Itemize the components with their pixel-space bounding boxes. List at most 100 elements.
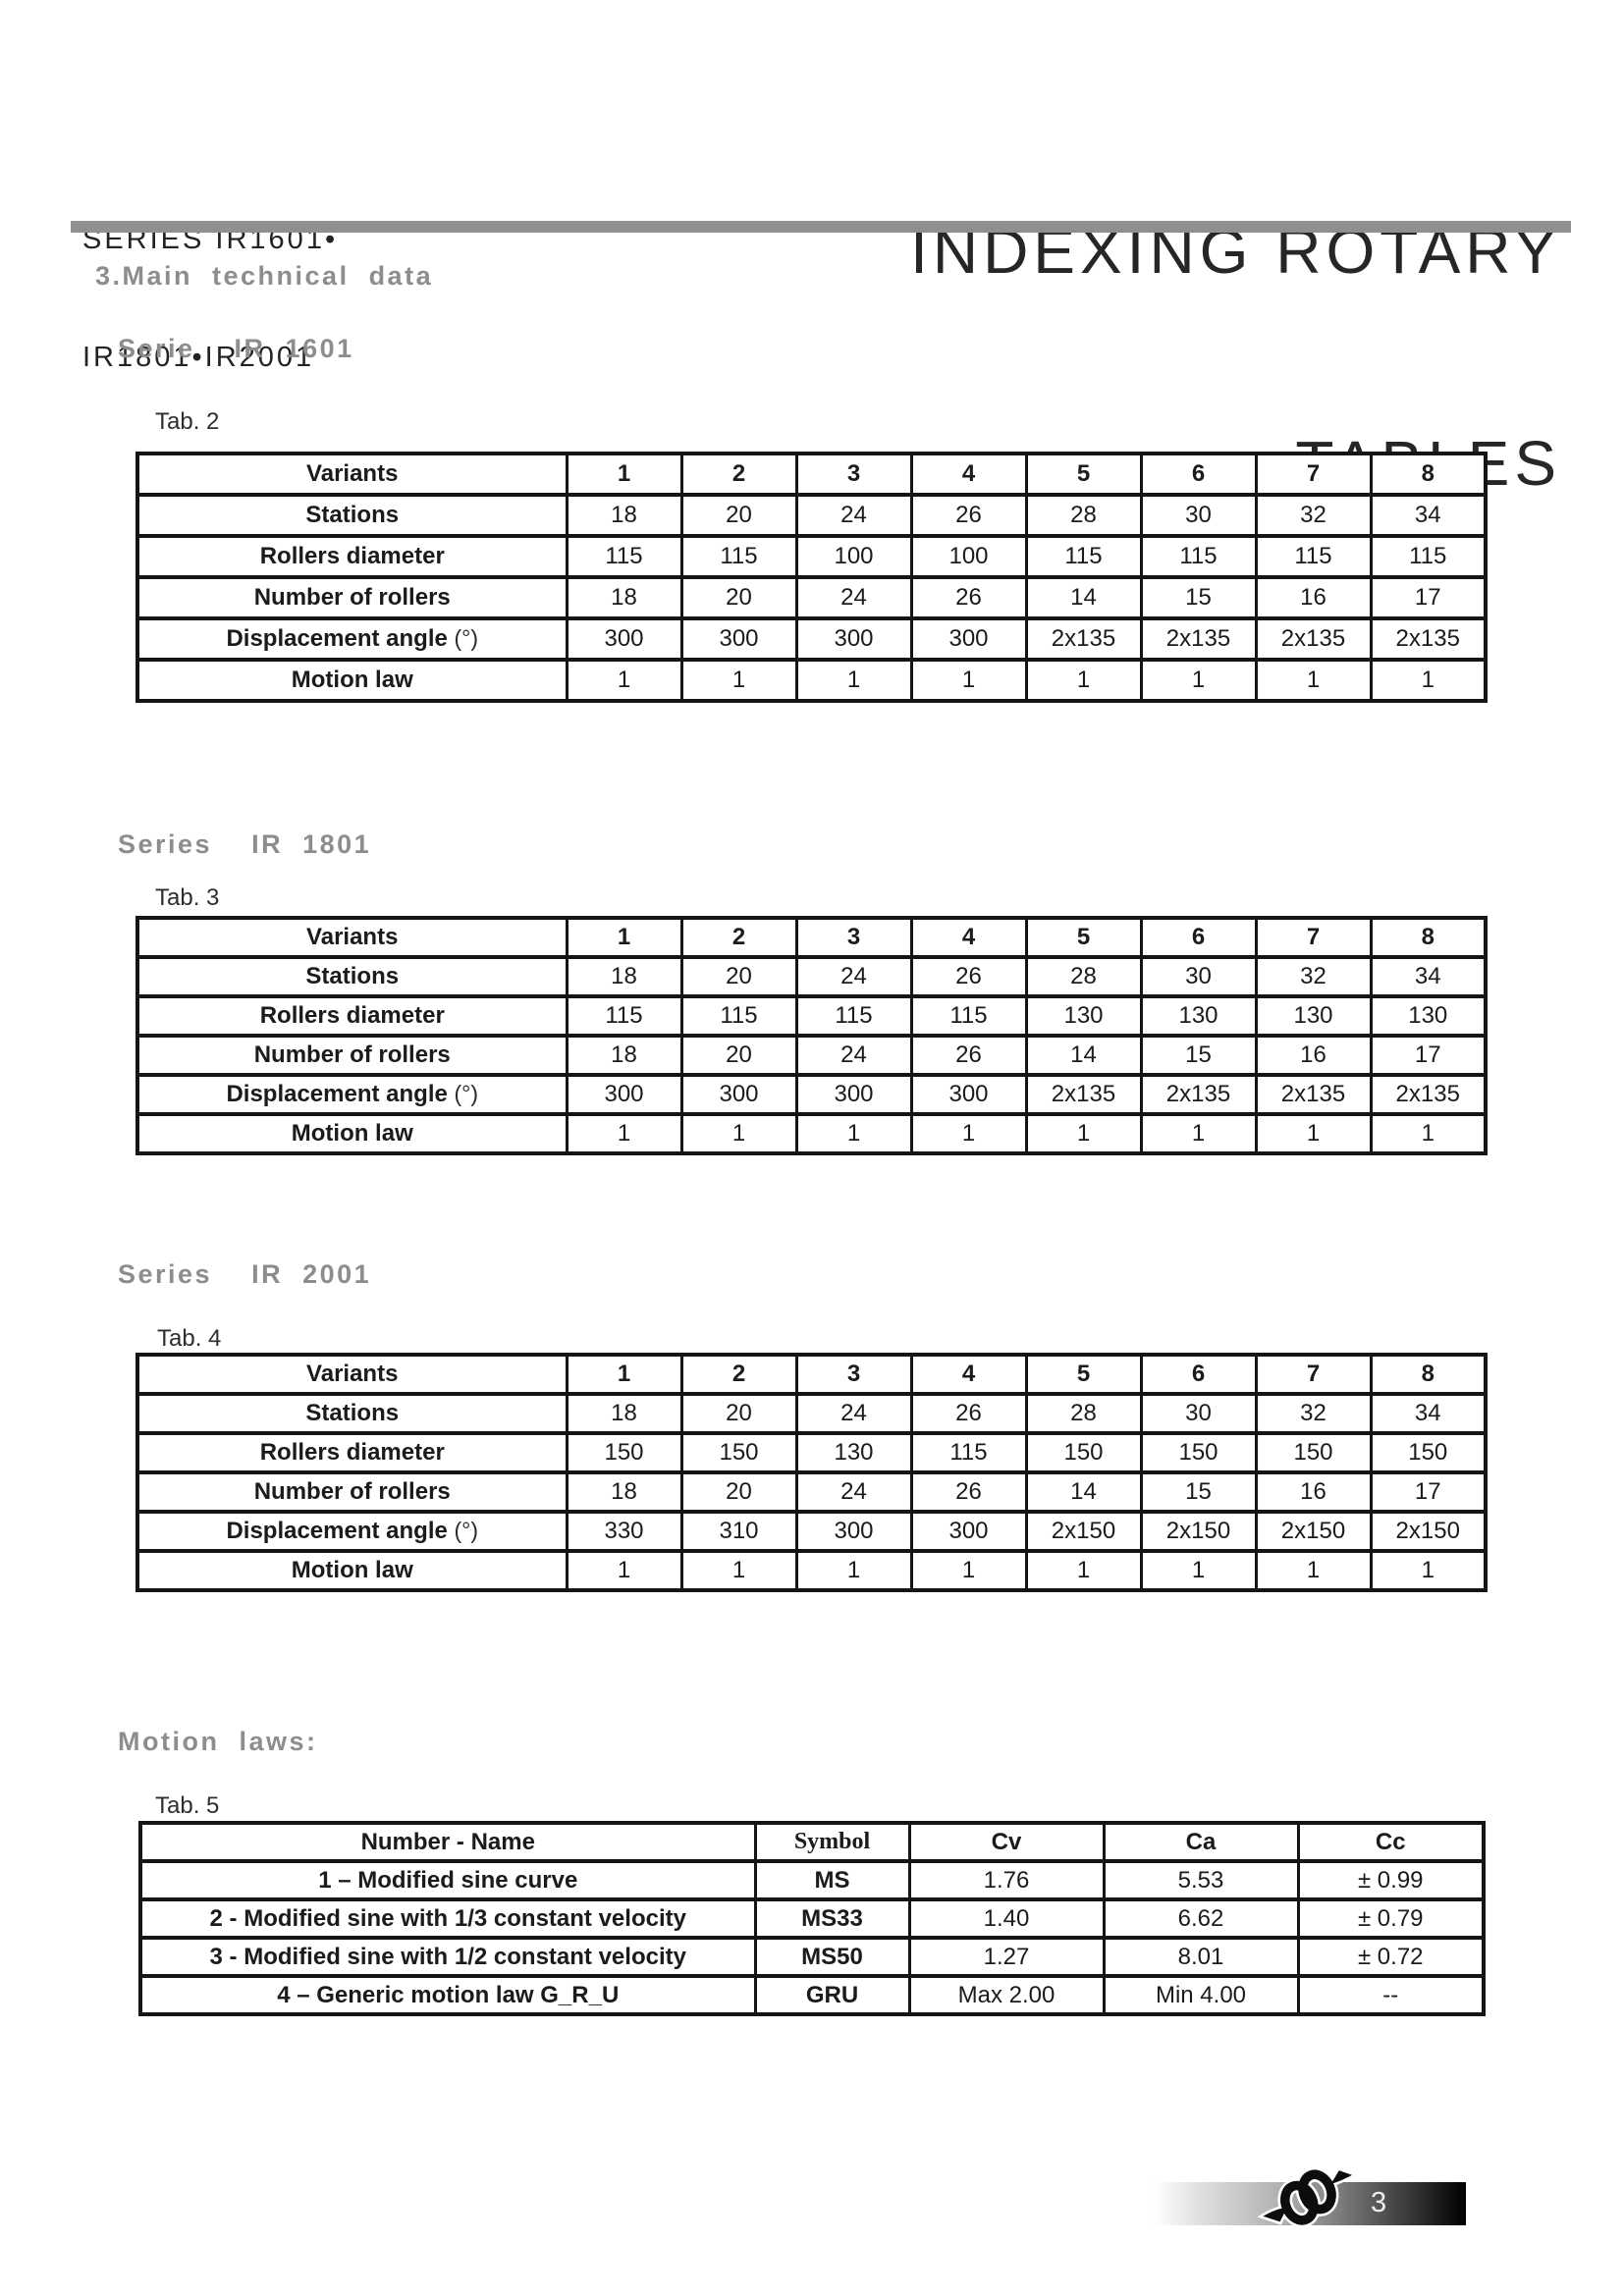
value-cell: 115 <box>679 534 798 579</box>
value-cell: 17 <box>1369 1034 1488 1077</box>
variant-column-header: 8 <box>1369 452 1488 497</box>
value-cell: 26 <box>909 1392 1028 1435</box>
table-row: Stations 18 20 24 26 28 30 32 34 <box>135 493 1488 538</box>
value-cell: 2x135 <box>1024 1073 1143 1116</box>
table-row: Stations 18 20 24 26 28 30 32 34 <box>135 1392 1488 1435</box>
value-cell: 300 <box>909 1073 1028 1116</box>
value-cell: 14 <box>1024 575 1143 620</box>
value-cell: 300 <box>794 1073 913 1116</box>
value-cell: 1 <box>1024 1549 1143 1592</box>
header-divider-bar <box>71 221 1571 233</box>
value-cell: 300 <box>794 1510 913 1553</box>
value-cell: 1 <box>1369 658 1488 703</box>
value-cell: 1 <box>1139 1112 1258 1155</box>
main-section-heading: 3.Main technical data <box>95 261 434 291</box>
motion-law-name: 1 – Modified sine curve <box>138 1859 757 1901</box>
value-cell: 15 <box>1139 575 1258 620</box>
variant-column-header: 1 <box>565 1353 683 1396</box>
value-cell: 24 <box>794 1470 913 1514</box>
value-cell: 18 <box>565 1392 683 1435</box>
value-cell: 32 <box>1254 1392 1373 1435</box>
value-cell: 2x150 <box>1369 1510 1488 1553</box>
variant-column-header: 6 <box>1139 452 1258 497</box>
value-cell: 150 <box>1139 1431 1258 1474</box>
row-label-variants: Variants <box>135 916 568 959</box>
value-cell: 2x135 <box>1139 1073 1258 1116</box>
value-cell: 1 <box>565 658 683 703</box>
value-cell: 24 <box>794 575 913 620</box>
col-header-cc: Cc <box>1296 1821 1486 1863</box>
value-cell: 115 <box>794 994 913 1038</box>
variant-column-header: 8 <box>1369 1353 1488 1396</box>
table-row: Displacement angle (°) 330 310 300 300 2x150 2… <box>135 1510 1488 1553</box>
value-cell: 1 <box>679 1112 798 1155</box>
motion-law-name: 3 - Modified sine with 1/2 constant velo… <box>138 1936 757 1978</box>
section-heading-motion-laws: Motion laws: <box>118 1727 318 1756</box>
motion-law-cc: ± 0.79 <box>1296 1897 1486 1940</box>
tab-4-label: Tab. 4 <box>157 1325 222 1352</box>
row-label: Stations <box>135 493 568 538</box>
row-label: Stations <box>135 955 568 998</box>
motion-law-symbol: MS33 <box>753 1897 911 1940</box>
row-label-variants: Variants <box>135 1353 568 1396</box>
row-label-unit: (°) <box>454 1518 479 1543</box>
value-cell: 150 <box>1024 1431 1143 1474</box>
value-cell: 24 <box>794 1392 913 1435</box>
table-row: Number of rollers 18 20 24 26 14 15 16 17 <box>135 575 1488 620</box>
value-cell: 17 <box>1369 1470 1488 1514</box>
value-cell: 18 <box>565 1034 683 1077</box>
motion-law-cc: -- <box>1296 1974 1486 2016</box>
value-cell: 34 <box>1369 955 1488 998</box>
value-cell: 20 <box>679 1470 798 1514</box>
value-cell: 30 <box>1139 1392 1258 1435</box>
motion-law-row: 3 - Modified sine with 1/2 constant velo… <box>138 1936 1486 1978</box>
row-label: Rollers diameter <box>135 994 568 1038</box>
value-cell: 24 <box>794 1034 913 1077</box>
table-row: Motion law 1 1 1 1 1 1 1 1 <box>135 658 1488 703</box>
value-cell: 30 <box>1139 955 1258 998</box>
value-cell: 2x135 <box>1254 1073 1373 1116</box>
value-cell: 1 <box>679 1549 798 1592</box>
variant-column-header: 5 <box>1024 1353 1143 1396</box>
value-cell: 2x135 <box>1369 1073 1488 1116</box>
knot-logo-icon <box>1257 2166 1359 2228</box>
motion-law-symbol: MS <box>753 1859 911 1901</box>
value-cell: 1 <box>909 1549 1028 1592</box>
table-row: Motion law 1 1 1 1 1 1 1 1 <box>135 1549 1488 1592</box>
series-subtitle-line2: IR1801•IR2001 <box>82 342 315 373</box>
row-label: Motion law <box>135 1112 568 1155</box>
row-label: Rollers diameter <box>135 1431 568 1474</box>
tab-3-label: Tab. 3 <box>155 884 220 911</box>
motion-law-symbol: MS50 <box>753 1936 911 1978</box>
motion-law-cc: ± 0.72 <box>1296 1936 1486 1978</box>
variant-column-header: 4 <box>909 1353 1028 1396</box>
motion-law-ca: 5.53 <box>1102 1859 1300 1901</box>
value-cell: 100 <box>909 534 1028 579</box>
row-label: Number of rollers <box>135 575 568 620</box>
value-cell: 1 <box>1254 1112 1373 1155</box>
motion-law-symbol: GRU <box>753 1974 911 2016</box>
value-cell: 130 <box>1369 994 1488 1038</box>
value-cell: 115 <box>1369 534 1488 579</box>
section-heading-ir2001: Series IR 2001 <box>118 1259 372 1289</box>
row-label: Motion law <box>135 658 568 703</box>
row-label-unit: (°) <box>454 625 479 651</box>
variant-column-header: 5 <box>1024 916 1143 959</box>
value-cell: 32 <box>1254 955 1373 998</box>
row-label: Rollers diameter <box>135 534 568 579</box>
value-cell: 20 <box>679 955 798 998</box>
value-cell: 18 <box>565 575 683 620</box>
row-label: Displacement angle (°) <box>135 1510 568 1553</box>
value-cell: 115 <box>909 1431 1028 1474</box>
value-cell: 28 <box>1024 955 1143 998</box>
variant-column-header: 7 <box>1254 452 1373 497</box>
col-header-cv: Cv <box>907 1821 1106 1863</box>
variant-column-header: 1 <box>565 452 683 497</box>
variants-header-row: Variants 1 2 3 4 5 6 7 8 <box>135 916 1488 959</box>
value-cell: 2x150 <box>1024 1510 1143 1553</box>
motion-law-cc: ± 0.99 <box>1296 1859 1486 1901</box>
col-header-ca: Ca <box>1102 1821 1300 1863</box>
value-cell: 1 <box>1024 1112 1143 1155</box>
value-cell: 15 <box>1139 1470 1258 1514</box>
motion-law-name: 2 - Modified sine with 1/3 constant velo… <box>138 1897 757 1940</box>
